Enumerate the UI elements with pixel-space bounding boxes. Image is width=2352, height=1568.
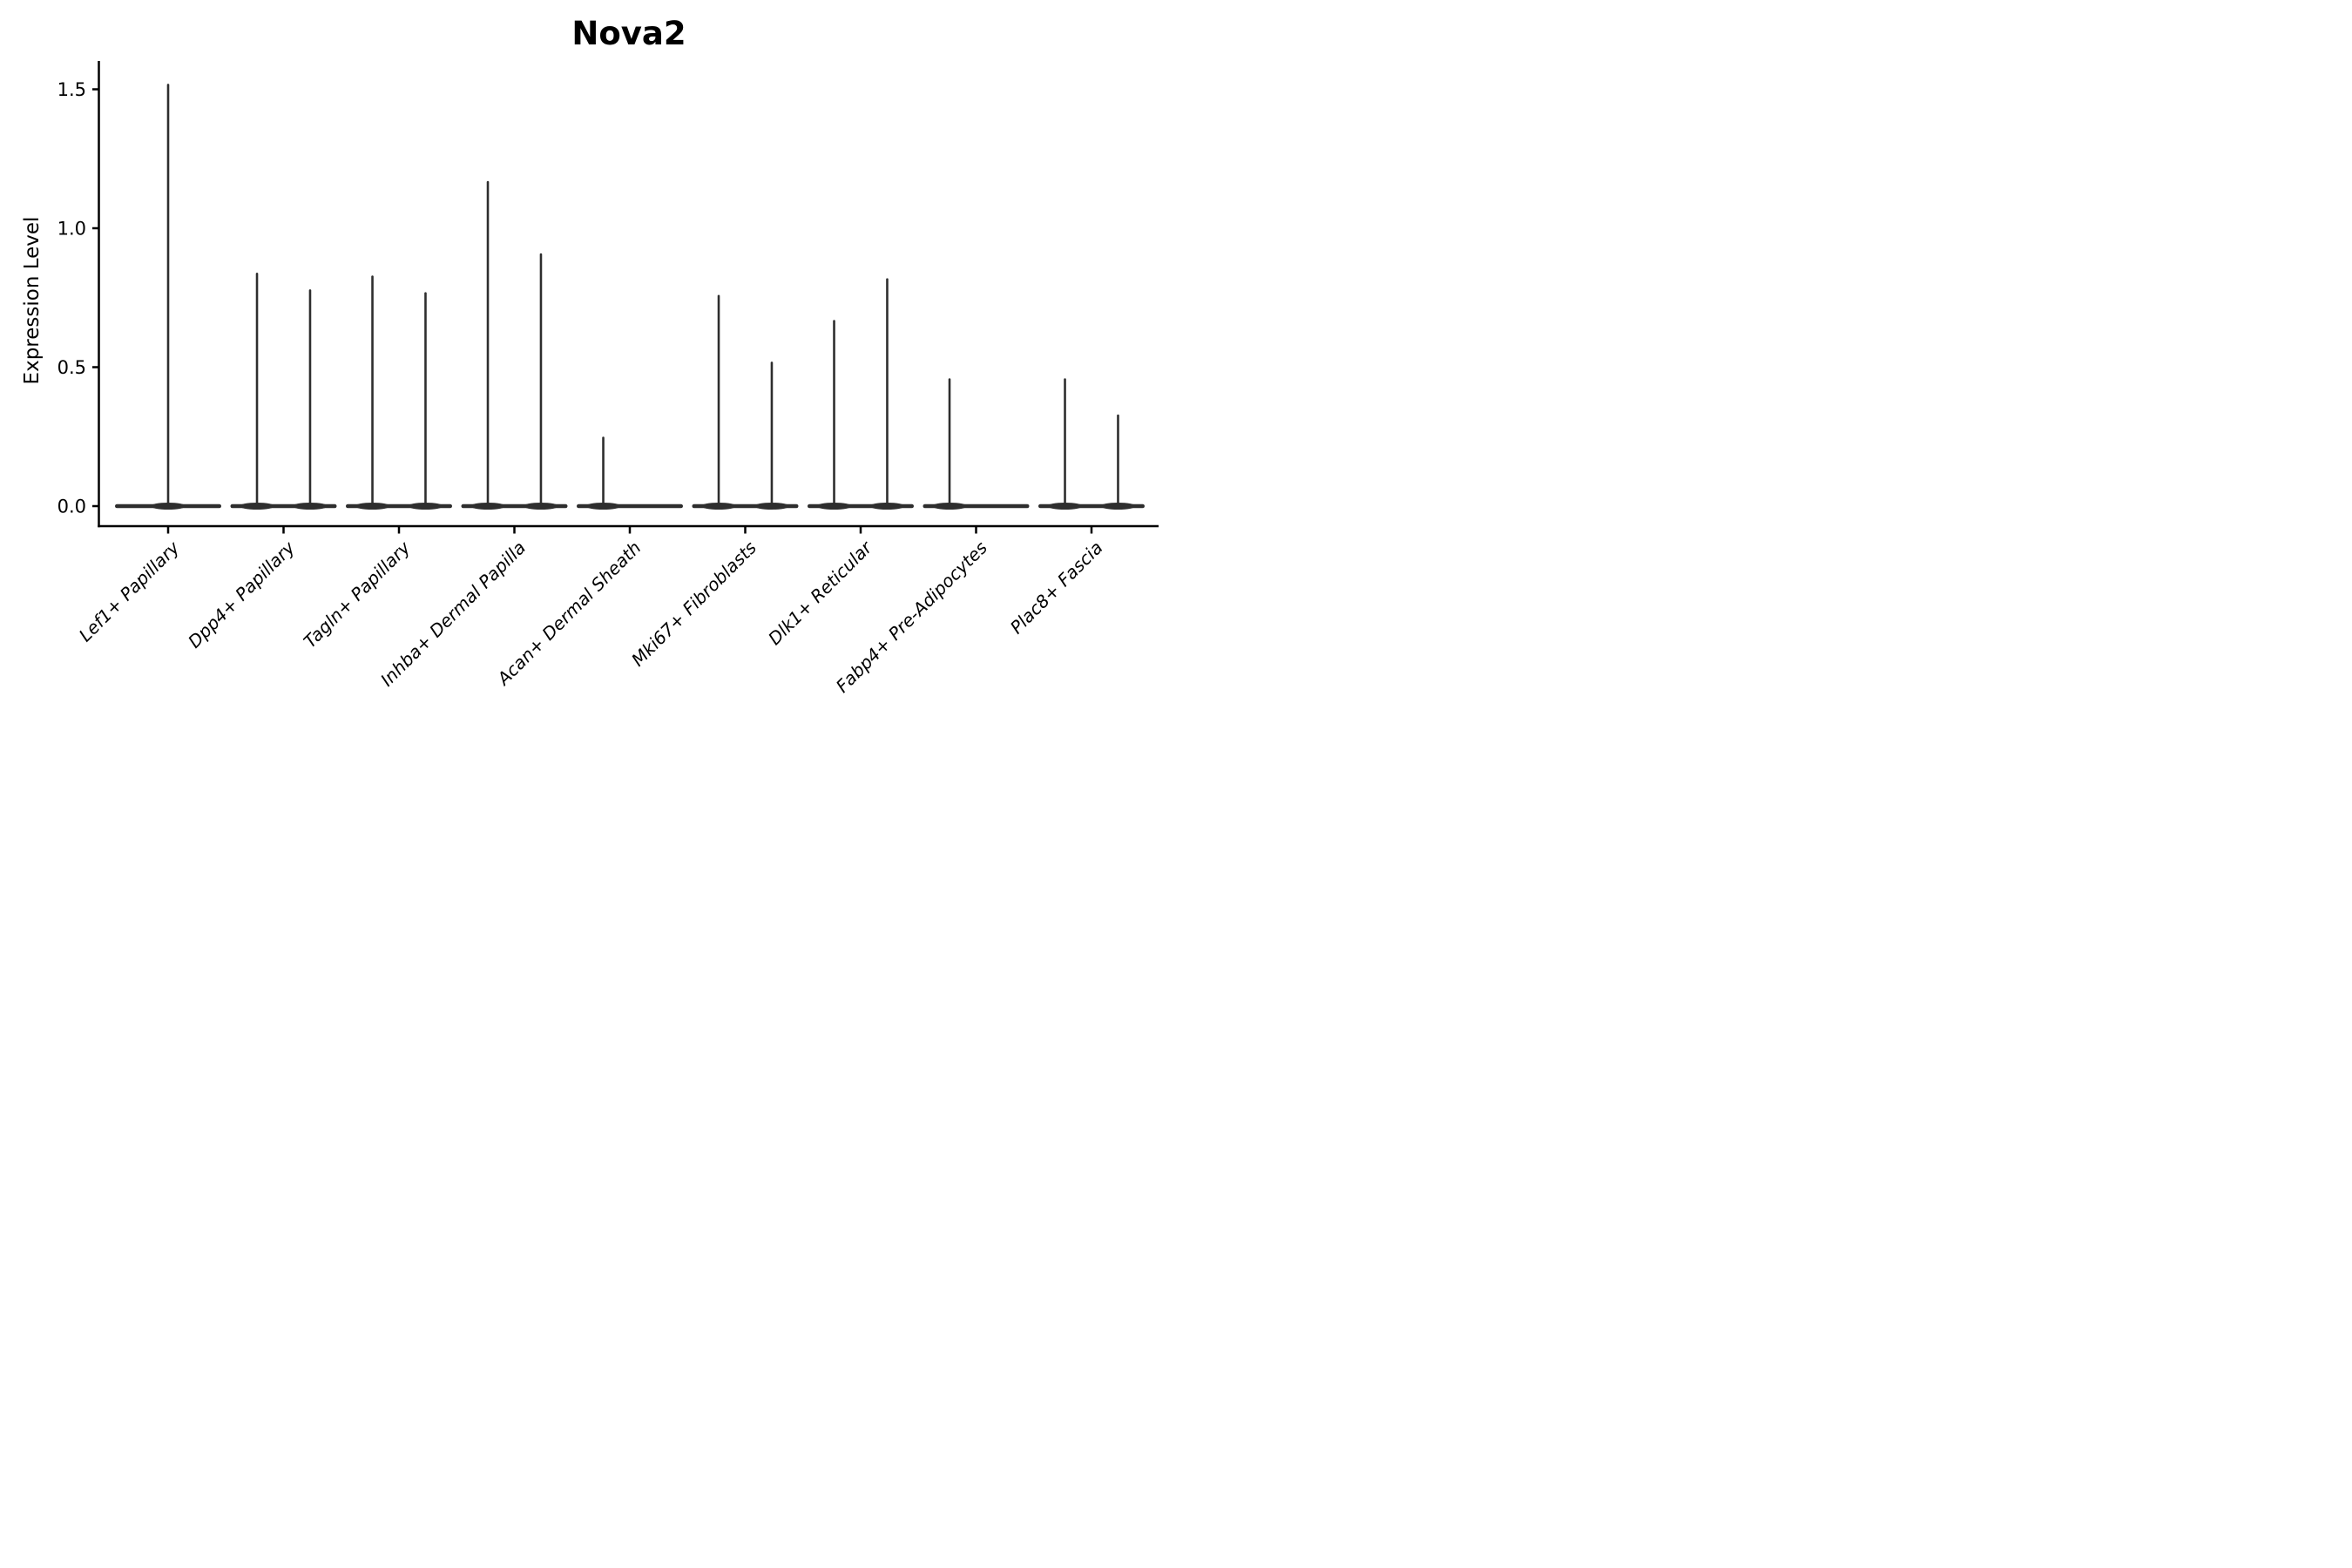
y-tick-label: 0.0 <box>57 497 86 517</box>
y-axis: 0.0 0.5 1.0 1.5 <box>57 61 100 528</box>
figure: Nova2 Expression Level 0.0 0.5 1.0 1.5 Lef1… <box>0 0 1176 784</box>
x-tick-label: Tagln+ Papillary <box>300 537 416 652</box>
violin-max-spike <box>833 320 835 506</box>
violin-max-spike <box>1117 414 1119 506</box>
violin-bulge <box>932 503 968 510</box>
plot-title: Nova2 <box>571 15 686 52</box>
x-tick-label: Plac8+ Fascia <box>1006 537 1107 639</box>
violin-max-spike <box>770 362 774 506</box>
violin-max-spike <box>1064 378 1066 506</box>
violin-bulge <box>1047 503 1083 510</box>
violin-max-spike <box>166 84 170 507</box>
violin-max-spike <box>948 378 951 506</box>
y-tick-label: 0.5 <box>57 357 86 378</box>
violin-bulge <box>816 503 852 510</box>
violin-bulge <box>585 503 621 510</box>
violin-max-spike <box>886 278 889 506</box>
y-tick-label: 1.5 <box>57 79 86 100</box>
violin-max-spike <box>717 294 720 506</box>
y-axis-label: Expression Level <box>21 217 44 385</box>
violin-bulge <box>470 503 506 510</box>
y-tick-label: 1.0 <box>57 219 86 240</box>
x-tick-label: Mki67+ Fibroblasts <box>627 537 760 671</box>
violins-layer <box>115 84 1145 510</box>
violin-bulge <box>701 503 737 510</box>
violin-max-spike <box>539 253 543 506</box>
x-tick-label: Dpp4+ Papillary <box>184 537 300 652</box>
x-tick-label: Dlk1+ Reticular <box>764 536 877 649</box>
violin-plot: Nova2 Expression Level 0.0 0.5 1.0 1.5 Lef1… <box>21 15 1159 697</box>
violin-max-spike <box>486 180 490 506</box>
violin-bulge <box>1100 503 1136 510</box>
violin-max-spike <box>308 289 312 506</box>
violin-max-spike <box>371 275 374 506</box>
violin-max-spike <box>424 292 427 506</box>
x-tick-label: Lef1+ Papillary <box>75 537 185 646</box>
violin-max-spike <box>602 436 605 506</box>
violin-max-spike <box>255 273 259 506</box>
x-axis: Lef1+ Papillary Dpp4+ Papillary Tagln+ Pap… <box>75 524 1159 697</box>
